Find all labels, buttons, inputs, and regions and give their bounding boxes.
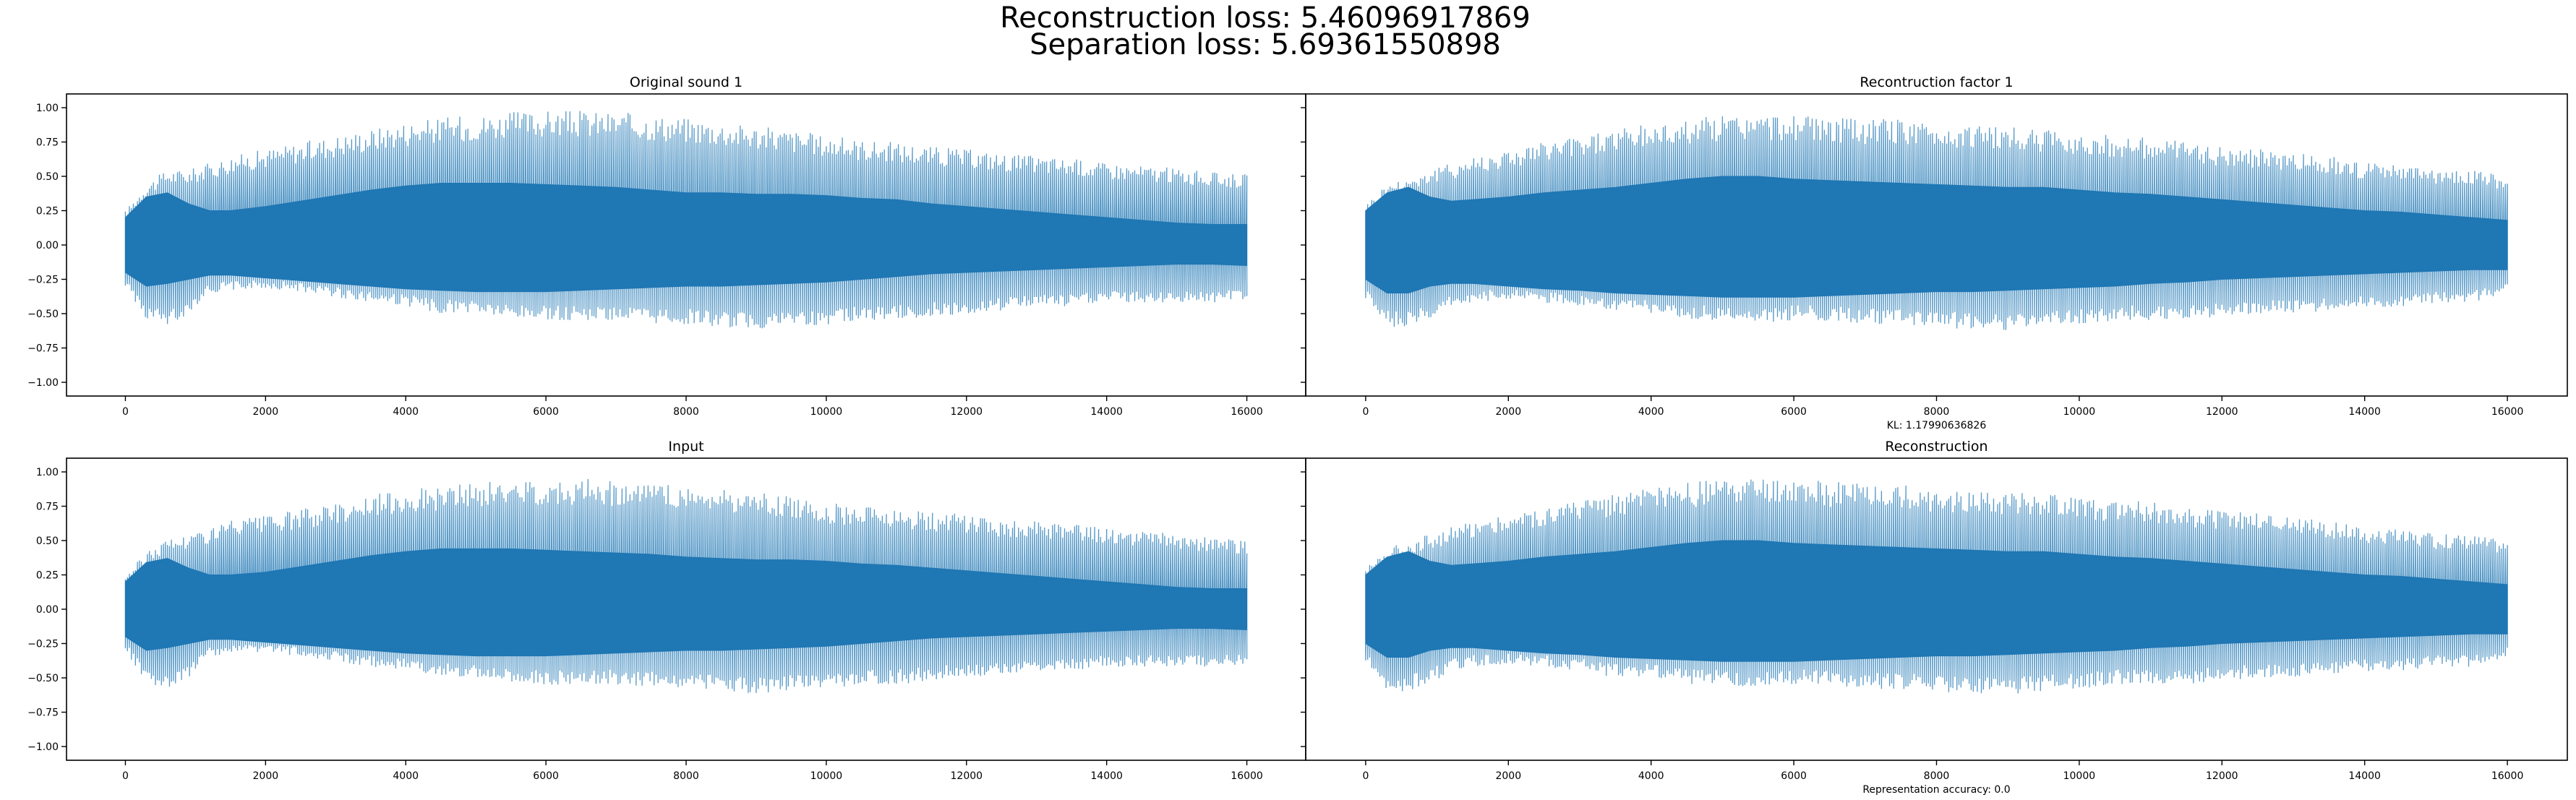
x-tick-label: 4000 xyxy=(393,770,419,782)
plot-frame xyxy=(1305,93,2568,397)
plot-title: Original sound 1 xyxy=(630,74,743,90)
x-tick-label: 4000 xyxy=(393,406,419,418)
x-tick-label: 0 xyxy=(1362,770,1369,782)
x-tick-label: 8000 xyxy=(1924,406,1950,418)
x-tick-label: 10000 xyxy=(810,770,843,782)
y-tick-label: −0.50 xyxy=(27,309,59,320)
x-tick-label: 6000 xyxy=(1781,406,1807,418)
waveform-core-band xyxy=(124,183,1248,293)
y-tick-label: −0.75 xyxy=(27,343,59,355)
waveform-core-band xyxy=(1365,176,2508,298)
x-tick-label: 12000 xyxy=(2206,770,2238,782)
x-tick-label: 14000 xyxy=(1090,770,1123,782)
axes: 0 2000 4000 6000 8000 10000 12000 14000 16000 xyxy=(1301,107,2524,418)
x-tick-label: 6000 xyxy=(533,770,559,782)
kl-annotation: KL: 1.17990636826 xyxy=(1887,420,1987,431)
x-tick-label: 14000 xyxy=(1090,406,1123,418)
y-tick-label: 0.00 xyxy=(36,240,59,251)
waveform-core-band xyxy=(1365,540,2508,662)
x-tick-label: 14000 xyxy=(2348,770,2381,782)
y-tick-label: 1.00 xyxy=(36,103,59,114)
x-tick-label: 10000 xyxy=(2063,406,2096,418)
x-tick-label: 16000 xyxy=(2491,406,2524,418)
waveform-marks xyxy=(124,478,1248,694)
x-tick-label: 16000 xyxy=(2491,770,2524,782)
y-tick-label: −1.00 xyxy=(27,741,59,753)
y-tick-label: 0.50 xyxy=(36,536,59,547)
plot-frame xyxy=(1305,457,2568,761)
y-tick-label: 0.25 xyxy=(36,570,59,582)
plot-reconstruction: Reconstruction 0 2000 4000 6000 8000 10000 120… xyxy=(1301,439,2568,796)
x-tick-label: 4000 xyxy=(1638,770,1664,782)
x-tick-label: 0 xyxy=(1362,406,1369,418)
x-tick-label: 4000 xyxy=(1638,406,1664,418)
x-tick-label: 12000 xyxy=(2206,406,2238,418)
x-tick-label: 2000 xyxy=(1495,406,1521,418)
waveform-marks xyxy=(124,111,1248,329)
axes: 0 2000 4000 6000 8000 10000 12000 14000 16000 1.0… xyxy=(27,103,1263,418)
axes: 0 2000 4000 6000 8000 10000 12000 14000 16000 xyxy=(1301,471,2524,782)
x-tick-label: 12000 xyxy=(951,406,983,418)
y-tick-label: −0.25 xyxy=(27,639,59,650)
y-tick-label: −0.50 xyxy=(27,673,59,684)
axes: 0 2000 4000 6000 8000 10000 12000 14000 16000 1.0… xyxy=(27,467,1263,782)
x-tick-label: 2000 xyxy=(1495,770,1521,782)
accuracy-annotation: Representation accuracy: 0.0 xyxy=(1862,784,2010,796)
x-tick-label: 0 xyxy=(122,406,129,418)
x-tick-label: 10000 xyxy=(810,406,843,418)
plot-title: Input xyxy=(668,439,703,455)
waveform-marks xyxy=(1365,479,2508,694)
plot-title: Reconstruction xyxy=(1885,439,1987,455)
x-tick-label: 16000 xyxy=(1231,406,1263,418)
y-tick-label: 0.75 xyxy=(36,137,59,149)
x-tick-label: 8000 xyxy=(673,406,699,418)
plot-original-sound: Original sound 1 0 2000 4000 6000 8000 10000 1… xyxy=(27,74,1306,418)
y-tick-label: −1.00 xyxy=(27,377,59,389)
x-tick-label: 16000 xyxy=(1231,770,1263,782)
y-tick-label: 0.25 xyxy=(36,206,59,218)
y-tick-label: 0.00 xyxy=(36,604,59,616)
waveform-marks xyxy=(1365,116,2508,330)
y-tick-label: −0.25 xyxy=(27,275,59,286)
plot-title: Recontruction factor 1 xyxy=(1860,74,2013,90)
figure-title-line-2: Separation loss: 5.69361550898 xyxy=(1030,28,1501,61)
waveform-core-band xyxy=(124,548,1248,657)
x-tick-label: 6000 xyxy=(1781,770,1807,782)
y-tick-label: 1.00 xyxy=(36,467,59,478)
x-tick-label: 0 xyxy=(122,770,129,782)
plot-reconstruction-factor: Recontruction factor 1 0 2000 4000 6000 8000… xyxy=(1301,74,2568,431)
y-tick-label: −0.75 xyxy=(27,707,59,719)
x-tick-label: 14000 xyxy=(2348,406,2381,418)
x-tick-label: 12000 xyxy=(951,770,983,782)
x-tick-label: 2000 xyxy=(253,406,279,418)
y-tick-label: 0.75 xyxy=(36,502,59,513)
x-tick-label: 8000 xyxy=(673,770,699,782)
y-tick-label: 0.50 xyxy=(36,171,59,183)
x-tick-label: 10000 xyxy=(2063,770,2096,782)
figure-title-line-1: Reconstruction loss: 5.46096917869 xyxy=(1000,1,1531,35)
x-tick-label: 8000 xyxy=(1924,770,1950,782)
x-tick-label: 6000 xyxy=(533,406,559,418)
plot-input: Input 0 2000 4000 6000 8000 10000 12000 14000 16… xyxy=(27,439,1306,782)
x-tick-label: 2000 xyxy=(253,770,279,782)
